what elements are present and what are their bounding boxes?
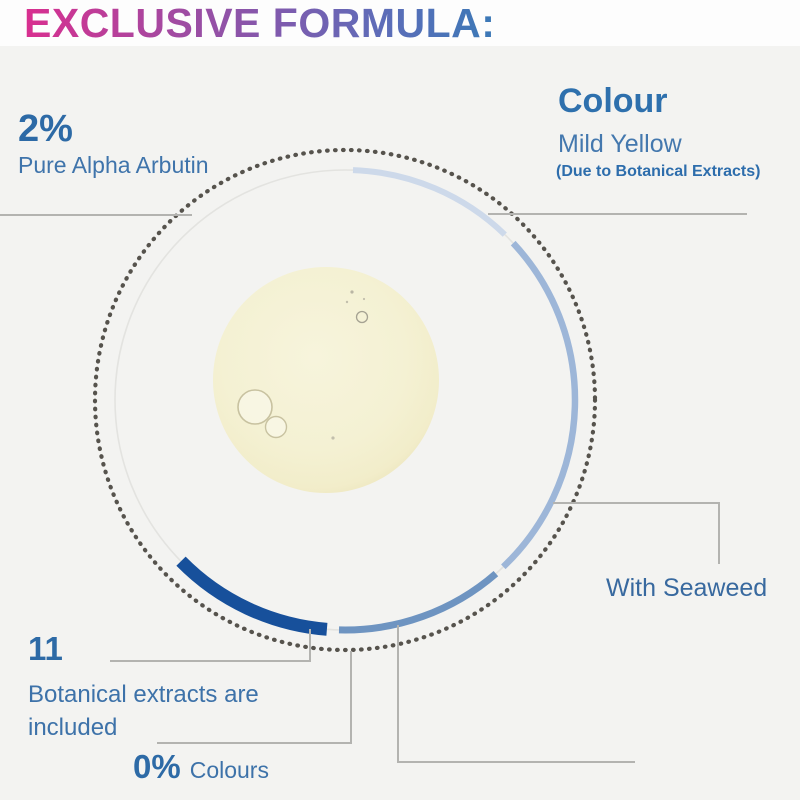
- colours-label: Colours: [189, 757, 269, 783]
- bubble: [331, 436, 335, 440]
- bubble: [237, 389, 273, 425]
- bubble: [350, 290, 354, 294]
- botanical-count: 11: [28, 630, 63, 667]
- bubble: [362, 297, 366, 301]
- colour-note: (Due to Botanical Extracts): [556, 163, 761, 180]
- bubble: [264, 415, 288, 439]
- leader-line-botanical: [110, 629, 311, 662]
- colours-percentage: 0%: [133, 748, 181, 785]
- colour-title: Colour: [558, 82, 668, 120]
- arc-right-light: [501, 240, 579, 570]
- colours-callout: 0% Colours: [133, 748, 269, 786]
- serum-drop: [213, 267, 439, 493]
- arbutin-label: Pure Alpha Arbutin: [18, 152, 209, 178]
- arbutin-percentage: 2%: [18, 108, 73, 150]
- serum-drop-photo: [213, 267, 439, 493]
- leader-line-seaweed: [553, 502, 720, 564]
- arc-bottom-medium: [338, 570, 499, 634]
- page-title: EXCLUSIVE FORMULA:: [24, 0, 496, 46]
- leader-line-colours: [157, 651, 352, 744]
- bubble: [355, 310, 369, 324]
- seaweed-label: With Seaweed: [606, 574, 768, 602]
- arc-bottom-left-dark: [176, 556, 328, 636]
- colour-value: Mild Yellow: [558, 130, 682, 158]
- arc-top-light: [352, 167, 507, 237]
- leader-line-bottom: [397, 625, 635, 763]
- botanical-label: Botanical extracts are included: [28, 681, 259, 741]
- dotted-ring: [92, 147, 598, 653]
- bubble: [345, 300, 349, 304]
- top-background-strip: [0, 0, 800, 46]
